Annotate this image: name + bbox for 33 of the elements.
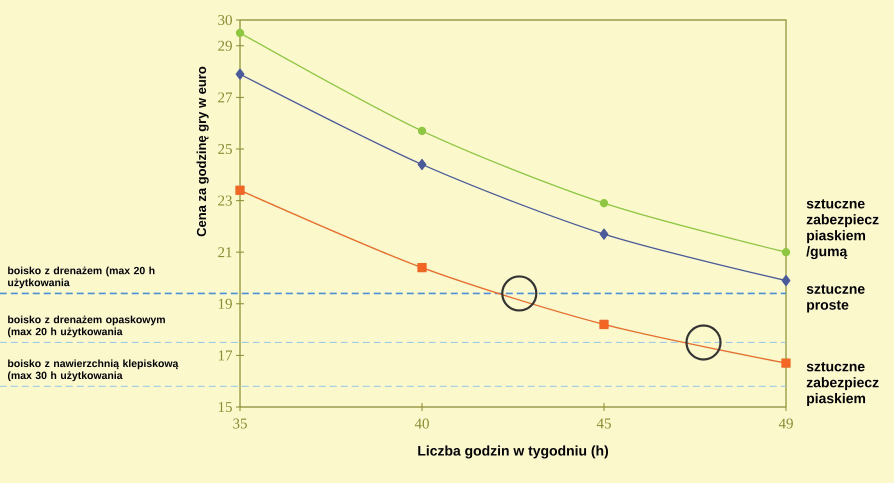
y-tick-label: 19 [218, 298, 232, 309]
point [782, 274, 790, 286]
y-tick-label: 15 [218, 402, 232, 412]
y-tick-label: 25 [218, 144, 232, 154]
point [235, 186, 245, 195]
point [418, 126, 426, 136]
point [782, 248, 790, 256]
y-tick-label: 23 [218, 196, 232, 206]
ref-line-label: boisko z nawierzchnią klepiskową (max 30 h użytkowania [8, 359, 178, 382]
x-tick-label: 40 [414, 418, 429, 429]
x-tick-label: 35 [233, 418, 247, 429]
y-tick-label: 30 [218, 14, 232, 26]
point [417, 263, 427, 272]
point [418, 158, 426, 170]
series-label: sztuczne zabezpiecz piaskiem /gumą [806, 199, 879, 260]
x-tick-label: 49 [778, 418, 793, 429]
ref-line-label: boisko z drenażem opaskowym (max 20 h użytkowania [8, 316, 165, 338]
point [781, 358, 791, 368]
y-tick-label: 29 [218, 40, 232, 51]
y-tick-label: 27 [218, 92, 232, 102]
point [600, 199, 608, 208]
series-label: sztuczne proste [806, 284, 865, 313]
y-tick-label: 17 [218, 350, 232, 360]
point [236, 28, 244, 38]
y-tick-label: 21 [218, 247, 232, 258]
x-axis-title: Liczba godzin w tygodniu (h) [418, 445, 608, 458]
series-label: sztuczne zabezpiecz piaskiem [806, 362, 879, 406]
point [599, 320, 609, 330]
y-axis-title: Cena za godzinę gry w euro [196, 66, 209, 236]
point [236, 68, 244, 80]
ref-line-label: boisko z drenażem (max 20 h użytkowania [8, 266, 154, 288]
point [600, 228, 608, 240]
x-tick-label: 45 [596, 418, 611, 428]
